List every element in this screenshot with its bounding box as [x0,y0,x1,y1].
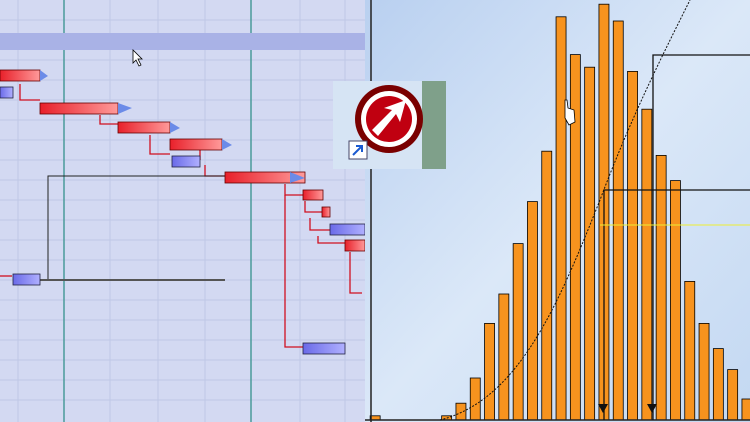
bar [741,398,750,421]
gantt-panel [0,0,366,422]
bar [712,348,724,421]
bar [670,180,681,421]
shortcut-icon [333,81,446,169]
bar [484,322,495,421]
bar [698,322,710,421]
bar [527,201,538,421]
bar [727,369,739,421]
bar [655,154,667,421]
overlay-lines [365,0,750,422]
bar [641,108,653,421]
bar [498,293,510,421]
bar [512,243,524,421]
bar [555,16,567,421]
bar [684,280,696,421]
bar [612,20,624,421]
bar [627,71,638,421]
bar [469,377,481,421]
bar [541,150,553,421]
bar [584,66,596,421]
bar [455,402,467,421]
